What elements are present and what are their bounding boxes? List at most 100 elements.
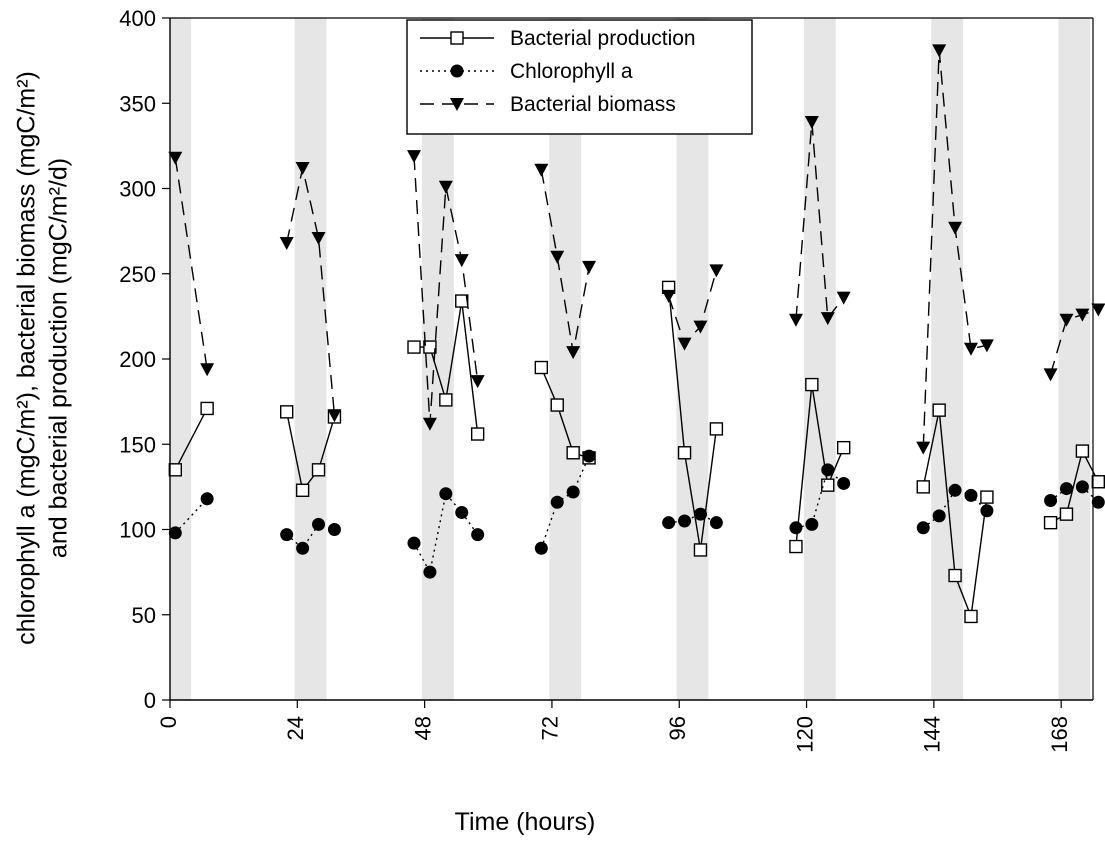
- data-point: [662, 516, 676, 530]
- data-point: [1059, 313, 1074, 327]
- data-point: [471, 528, 485, 542]
- series-line: [174, 408, 208, 471]
- data-point: [709, 516, 723, 530]
- data-point: [1044, 494, 1058, 508]
- y-tick-label: 400: [119, 6, 156, 31]
- series-line: [286, 167, 336, 416]
- data-point: [280, 528, 294, 542]
- data-point: [821, 478, 835, 492]
- series-line: [540, 455, 590, 549]
- y-axis-title-line-1: chlorophyll a (mgC/m²), bacterial biomas…: [13, 71, 41, 645]
- data-point: [327, 523, 341, 536]
- data-point: [295, 162, 310, 176]
- data-point: [470, 375, 485, 389]
- data-point: [709, 264, 724, 278]
- data-point: [789, 539, 803, 554]
- series-line: [795, 121, 845, 320]
- data-point: [422, 417, 437, 431]
- series-chlorophyll-a: [168, 449, 1105, 579]
- data-point: [661, 289, 676, 303]
- legend-item-chlorophyll-a: Chlorophyll a: [420, 60, 633, 83]
- data-point: [1043, 368, 1058, 382]
- data-point: [407, 150, 422, 164]
- data-point: [821, 463, 835, 477]
- data-point: [534, 360, 549, 375]
- data-point: [279, 237, 294, 251]
- data-point: [932, 44, 947, 58]
- data-point: [916, 480, 930, 494]
- data-point: [1075, 480, 1089, 494]
- legend-label: Bacterial biomass: [510, 93, 676, 116]
- x-tick-label: 144: [920, 716, 945, 753]
- series-line: [667, 287, 718, 551]
- data-point: [200, 492, 214, 506]
- data-point: [423, 340, 437, 354]
- y-axis-title-line-2: and bacterial production (mgC/m²/d): [45, 158, 73, 558]
- data-point: [932, 509, 946, 523]
- data-point: [327, 409, 342, 423]
- series-line: [1049, 308, 1099, 375]
- data-point: [964, 609, 978, 624]
- series-layer: [168, 44, 1105, 624]
- data-point: [805, 517, 819, 531]
- x-tick-label: 48: [410, 716, 435, 740]
- data-point: [168, 526, 182, 540]
- data-point: [582, 260, 597, 274]
- y-tick-label: 250: [119, 262, 156, 287]
- data-point: [455, 505, 469, 519]
- data-point: [789, 521, 803, 535]
- data-point: [566, 346, 581, 360]
- data-point: [280, 405, 294, 419]
- data-point: [693, 507, 707, 521]
- data-point: [450, 98, 464, 111]
- series-line: [174, 498, 208, 534]
- data-point: [450, 31, 464, 45]
- data-point: [948, 483, 962, 497]
- series-line: [1050, 449, 1099, 524]
- data-point: [1091, 303, 1105, 317]
- data-point: [439, 393, 453, 407]
- data-point: [980, 490, 994, 504]
- data-point: [200, 401, 214, 416]
- series-line: [668, 513, 717, 524]
- data-point: [438, 180, 453, 194]
- dark-period-band: [1058, 18, 1091, 700]
- series-line: [540, 169, 590, 353]
- data-point: [407, 536, 421, 550]
- legend-box: [406, 19, 753, 135]
- dark-period-band: [170, 18, 192, 700]
- x-tick-label: 72: [538, 716, 563, 740]
- data-point: [820, 312, 835, 326]
- data-point: [678, 514, 692, 528]
- data-point: [534, 163, 549, 177]
- data-point: [709, 422, 724, 436]
- data-point: [979, 339, 994, 353]
- data-point: [566, 446, 580, 460]
- axes: 0 50 100 150 200 250 300 350 400 0 24 48 72 96 120 144 1…: [13, 6, 1094, 836]
- data-point: [693, 543, 708, 557]
- data-point: [677, 446, 692, 460]
- data-point: [836, 440, 851, 455]
- data-point: [804, 116, 819, 130]
- data-point: [550, 495, 564, 509]
- data-point: [311, 231, 326, 245]
- x-tick-label: 24: [283, 716, 308, 740]
- data-point: [980, 504, 994, 518]
- series-line: [174, 157, 208, 370]
- data-point: [788, 313, 803, 327]
- data-point: [932, 403, 946, 417]
- data-point: [948, 221, 963, 235]
- data-point: [1043, 515, 1058, 530]
- legend-item-bacterial-production: Bacterial production: [420, 27, 696, 50]
- data-point: [550, 398, 564, 412]
- series-line: [540, 367, 590, 459]
- series-line: [413, 156, 479, 424]
- series-line: [286, 411, 336, 492]
- y-tick-label: 350: [119, 91, 156, 116]
- data-point: [296, 541, 310, 555]
- data-point: [534, 541, 548, 555]
- data-point: [1091, 495, 1105, 509]
- data-point: [1059, 482, 1073, 496]
